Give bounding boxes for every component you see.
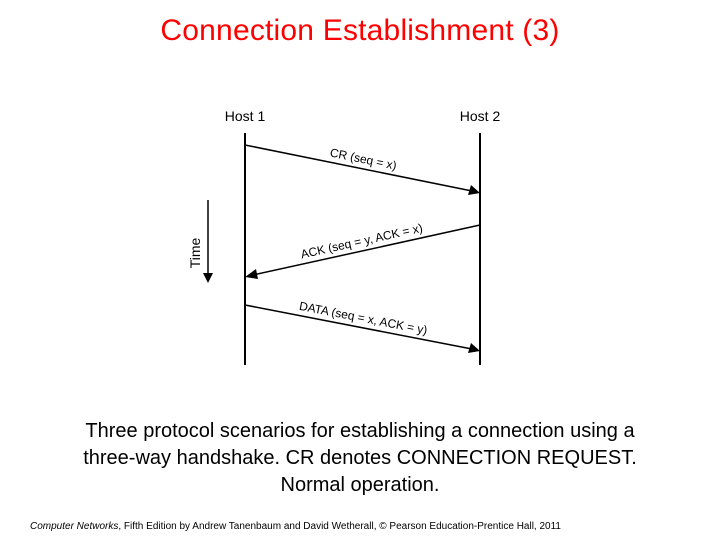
caption-line1: Three protocol scenarios for establishin…	[85, 420, 634, 442]
page-title: Connection Establishment (3)	[0, 14, 720, 48]
caption-line3: Normal operation.	[281, 474, 440, 496]
host1-label: Host 1	[225, 108, 266, 124]
sequence-diagram: Host 1 Host 2 Time CR (seq = x) ACK (seq…	[190, 105, 520, 375]
footer: Computer Networks, Fifth Edition by Andr…	[30, 521, 690, 532]
footer-book: Computer Networks	[30, 521, 118, 532]
msg-ack: ACK (seq = y, ACK = x)	[245, 221, 480, 279]
host2-label: Host 2	[460, 108, 501, 124]
msg-cr: CR (seq = x)	[245, 145, 480, 195]
msg-data: DATA (seq = x, ACK = y)	[245, 299, 480, 353]
caption: Three protocol scenarios for establishin…	[30, 418, 690, 499]
msg-data-label: DATA (seq = x, ACK = y)	[298, 299, 429, 338]
caption-line2: three-way handshake. CR denotes CONNECTI…	[83, 447, 637, 469]
time-label: Time	[190, 237, 203, 268]
time-arrow-head	[203, 273, 213, 283]
footer-rest: , Fifth Edition by Andrew Tanenbaum and …	[118, 521, 561, 532]
slide: Connection Establishment (3) Host 1 Host…	[0, 0, 720, 540]
